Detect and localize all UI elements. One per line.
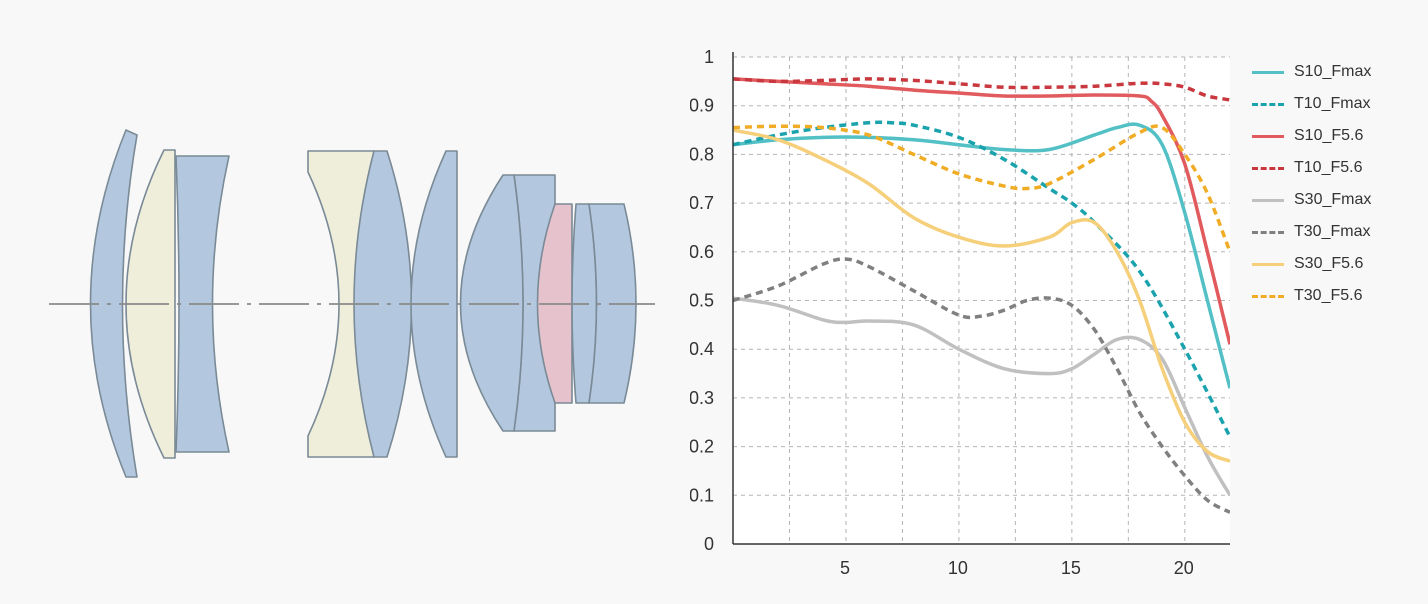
y-tick-label: 0.1 bbox=[690, 485, 714, 505]
legend-label: S10_F5.6 bbox=[1294, 127, 1364, 144]
x-tick-label: 15 bbox=[1061, 558, 1081, 578]
mtf-chart: 00.10.20.30.40.50.60.70.80.915 10 15 20 bbox=[690, 47, 1230, 578]
lens-element-5 bbox=[353, 150, 413, 458]
legend-swatch bbox=[1252, 262, 1284, 266]
lens-cross-section-diagram bbox=[49, 129, 655, 478]
legend-item-t30-fmax: T30_Fmax bbox=[1252, 216, 1422, 248]
y-tick-label: 0.6 bbox=[690, 242, 714, 262]
x-tick-label: 20 bbox=[1174, 558, 1194, 578]
legend-label: T30_Fmax bbox=[1294, 223, 1371, 240]
legend-item-s10-fmax: S10_Fmax bbox=[1252, 56, 1422, 88]
y-tick-label: 0.4 bbox=[690, 339, 714, 359]
legend-item-s30-fmax: S30_Fmax bbox=[1252, 184, 1422, 216]
legend-label: T10_Fmax bbox=[1294, 95, 1371, 112]
y-tick-label: 0.5 bbox=[690, 291, 714, 311]
legend-label: S30_Fmax bbox=[1294, 191, 1372, 208]
legend-swatch bbox=[1252, 166, 1284, 170]
legend-label: S30_F5.6 bbox=[1294, 255, 1364, 272]
legend-swatch bbox=[1252, 198, 1284, 202]
lens-element-1 bbox=[89, 129, 138, 478]
legend-swatch bbox=[1252, 70, 1284, 74]
y-tick-label: 0.7 bbox=[690, 193, 714, 213]
chart-legend: S10_Fmax T10_Fmax S10_F5.6 T10_F5.6 S30_Fmax… bbox=[1252, 56, 1422, 312]
legend-swatch bbox=[1252, 134, 1284, 138]
x-tick-label: 5 bbox=[840, 558, 850, 578]
legend-item-t10-f5-6: T10_F5.6 bbox=[1252, 152, 1422, 184]
y-tick-label: 1 bbox=[704, 47, 714, 67]
legend-swatch bbox=[1252, 294, 1284, 298]
y-tick-label: 0.9 bbox=[690, 96, 714, 116]
x-tick-label: 10 bbox=[948, 558, 968, 578]
series-line-s10-fmax bbox=[733, 122, 1230, 389]
legend-item-t30-f5-6: T30_F5.6 bbox=[1252, 280, 1422, 312]
series-line-s10-f5-6 bbox=[733, 77, 1230, 345]
y-tick-label: 0.3 bbox=[690, 388, 714, 408]
legend-item-s30-f5-6: S30_F5.6 bbox=[1252, 248, 1422, 280]
legend-label: S10_Fmax bbox=[1294, 63, 1372, 80]
legend-item-t10-fmax: T10_Fmax bbox=[1252, 88, 1422, 120]
legend-label: T10_F5.6 bbox=[1294, 159, 1363, 176]
series-line-t10-f5-6 bbox=[733, 77, 1230, 102]
legend-item-s10-f5-6: S10_F5.6 bbox=[1252, 120, 1422, 152]
y-tick-label: 0.2 bbox=[690, 437, 714, 457]
y-tick-label: 0.8 bbox=[690, 144, 714, 164]
series-line-s30-f5-6 bbox=[733, 128, 1230, 463]
legend-swatch bbox=[1252, 102, 1284, 106]
series-line-t30-f5-6 bbox=[733, 124, 1230, 253]
series-line-s30-fmax bbox=[733, 296, 1230, 497]
legend-label: T30_F5.6 bbox=[1294, 287, 1363, 304]
legend-swatch bbox=[1252, 230, 1284, 234]
lens-element-8 bbox=[459, 174, 524, 432]
series-line-t10-fmax bbox=[733, 120, 1230, 438]
series-line-t30-fmax bbox=[733, 257, 1230, 514]
y-tick-label: 0 bbox=[704, 534, 714, 554]
